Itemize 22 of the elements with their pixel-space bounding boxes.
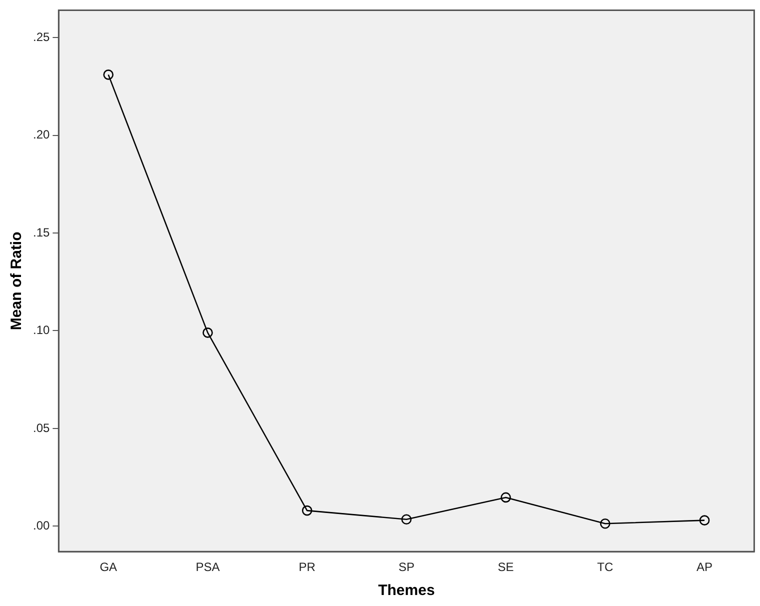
point bbox=[202, 328, 213, 338]
point bbox=[699, 515, 710, 526]
y-tick-label: .15 bbox=[32, 225, 50, 240]
y-tick-label: .00 bbox=[32, 518, 50, 533]
point bbox=[401, 514, 412, 524]
x-tick-label: SE bbox=[498, 560, 514, 574]
x-tick-label: AP bbox=[696, 560, 713, 574]
y-tick-label: .10 bbox=[32, 323, 50, 338]
point bbox=[500, 492, 511, 503]
x-tick-label: TC bbox=[597, 560, 614, 574]
x-tick-label: SP bbox=[398, 560, 414, 574]
y-axis-title: Mean of Ratio bbox=[8, 232, 26, 330]
point bbox=[302, 505, 312, 516]
point bbox=[600, 518, 610, 529]
y-tick-label: .20 bbox=[32, 128, 50, 142]
x-tick-label: GA bbox=[100, 560, 118, 574]
x-tick-label: PSA bbox=[196, 560, 220, 574]
x-axis-title: Themes bbox=[378, 582, 435, 600]
y-tick-label: .05 bbox=[32, 420, 50, 435]
x-tick-label: PR bbox=[298, 560, 316, 574]
point bbox=[103, 70, 114, 80]
y-tick-label: .25 bbox=[32, 30, 50, 44]
